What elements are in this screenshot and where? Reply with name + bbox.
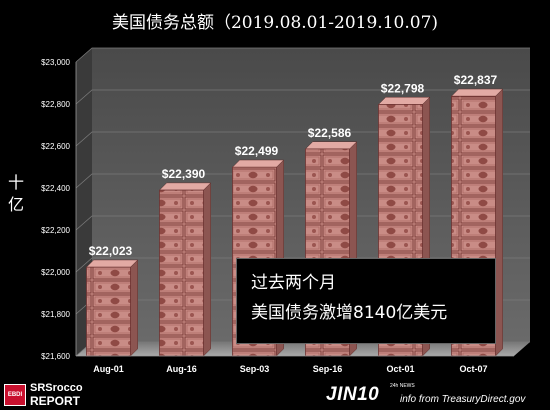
x-tick-label: Aug-01 (93, 364, 124, 374)
data-label: $22,390 (162, 167, 206, 181)
y-tick-label: $22,400 (41, 184, 70, 193)
bar (159, 189, 204, 357)
logo-badge-icon: EBDI (4, 384, 26, 406)
bar-side (495, 88, 503, 357)
x-tick-label: Sep-03 (240, 364, 270, 374)
y-tick-label: $22,800 (41, 100, 70, 109)
gridline (75, 47, 530, 63)
y-tick-label: $23,000 (41, 58, 70, 67)
logo-name-line-2: REPORT (30, 394, 81, 408)
chart-title: 美国债务总额（2019.08.01-2019.10.07) (111, 13, 439, 33)
jin10-watermark: JIN10 (326, 384, 380, 405)
data-label: $22,023 (89, 244, 133, 258)
bar-top (450, 88, 504, 97)
bar-side (130, 259, 138, 357)
y-tick-label: $21,800 (41, 310, 70, 319)
y-tick-label: $22,200 (41, 226, 70, 235)
source-credit: info from TreasuryDirect.gov (400, 394, 526, 405)
gridline (75, 89, 530, 105)
bar-side (203, 182, 211, 357)
bar-top (231, 159, 285, 168)
jin10-news-tag: 24h NEWS (390, 383, 415, 389)
y-axis-label: 十亿 (8, 173, 25, 214)
y-tick-label: $22,000 (41, 268, 70, 277)
x-tick-label: Aug-16 (166, 364, 197, 374)
annotation-box: 过去两个月 美国债务激增8140亿美元 (236, 258, 496, 344)
annotation-line-2: 美国债务激增8140亿美元 (251, 303, 448, 323)
bar-top (377, 96, 431, 105)
y-tick-label: $21,600 (41, 352, 70, 361)
bar (86, 266, 131, 357)
data-label: $22,499 (235, 144, 279, 158)
y-tick-label: $22,600 (41, 142, 70, 151)
data-label: $22,586 (308, 126, 352, 140)
data-label: $22,798 (381, 81, 425, 95)
annotation-line-1: 过去两个月 (251, 273, 336, 293)
x-tick-label: Sep-16 (313, 364, 343, 374)
bar-top (85, 259, 139, 268)
x-tick-label: Oct-01 (386, 364, 414, 374)
logo-name-line-1: SRSrocco (30, 382, 83, 394)
bar-top (158, 182, 212, 191)
bar-top (304, 141, 358, 150)
x-tick-label: Oct-07 (459, 364, 487, 374)
data-label: $22,837 (454, 73, 498, 87)
